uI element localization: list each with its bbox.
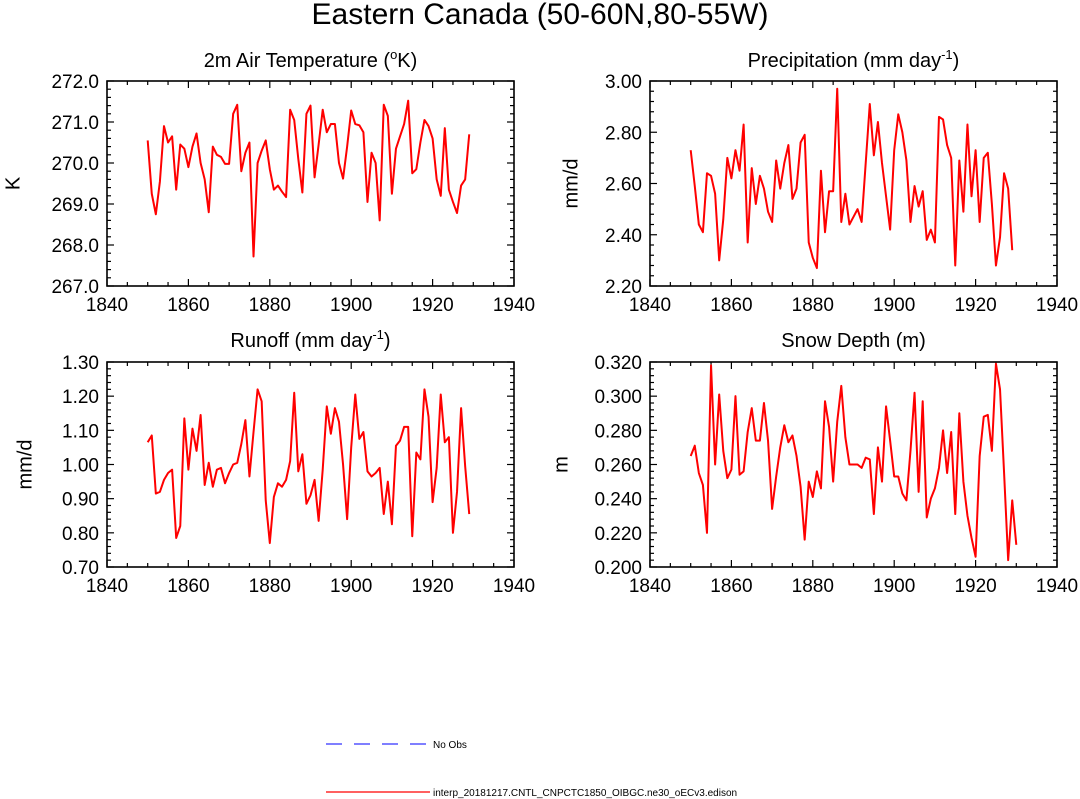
legend-model-label: interp_20181217.CNTL_CNPCTC1850_OIBGC.ne… (433, 788, 737, 799)
y-tick-label: 1.10 (62, 421, 99, 442)
x-tick-label: 1840 (86, 576, 128, 597)
y-tick-label: 267.0 (51, 277, 99, 298)
x-tick-label: 1920 (954, 295, 996, 316)
x-tick-label: 1940 (1036, 295, 1078, 316)
x-tick-label: 1880 (249, 576, 291, 597)
plot-frame (106, 361, 515, 568)
x-tick-label: 1940 (1036, 576, 1078, 597)
series-line (146, 99, 471, 258)
x-tick-label: 1840 (629, 576, 671, 597)
x-tick-label: 1920 (411, 295, 453, 316)
y-tick-label: 0.300 (594, 387, 642, 408)
x-tick-label: 1920 (411, 576, 453, 597)
chart-panel-2: Precipitation (mm day-1) mm/d 1840 1860 1880… (560, 47, 1078, 316)
y-tick-label: 268.0 (51, 236, 99, 257)
y-axis-label: m (550, 456, 572, 473)
y-tick-label: 0.240 (594, 490, 642, 511)
chart-panel-4: Snow Depth (m) m 1840 1860 1880 1900 1920 1940 0… (550, 330, 1078, 597)
chart-panels: 2m Air Temperature (oK) K 1840 1860 1880 1900… (2, 47, 1078, 597)
chart-panel-1: 2m Air Temperature (oK) K 1840 1860 1880 1900… (2, 47, 535, 316)
panel-title: Runoff (mm day-1) (230, 327, 390, 352)
y-tick-label: 3.00 (605, 72, 642, 93)
y-tick-label: 1.20 (62, 387, 99, 408)
x-tick-label: 1860 (710, 295, 752, 316)
x-tick-label: 1860 (167, 295, 209, 316)
y-tick-label: 1.30 (62, 353, 99, 374)
chart-panel-3: Runoff (mm day-1) mm/d 1840 1860 1880 1900 192… (14, 327, 535, 597)
figure-title: Eastern Canada (50-60N,80-55W) (312, 0, 769, 31)
y-tick-label: 2.40 (605, 226, 642, 247)
x-tick-label: 1880 (792, 295, 834, 316)
series-line (689, 87, 1014, 270)
x-tick-label: 1900 (330, 576, 372, 597)
y-tick-label: 1.00 (62, 456, 99, 477)
y-tick-label: 0.80 (62, 524, 99, 545)
y-tick-label: 0.90 (62, 490, 99, 511)
x-tick-label: 1900 (873, 576, 915, 597)
y-tick-label: 0.260 (594, 456, 642, 477)
panel-title: Snow Depth (m) (781, 330, 926, 352)
x-tick-label: 1940 (493, 576, 535, 597)
x-tick-label: 1840 (629, 295, 671, 316)
y-tick-label: 0.220 (594, 524, 642, 545)
y-tick-label: 2.20 (605, 277, 642, 298)
y-tick-label: 271.0 (51, 113, 99, 134)
y-tick-label: 272.0 (51, 72, 99, 93)
y-axis-label: mm/d (14, 440, 36, 490)
x-tick-label: 1880 (249, 295, 291, 316)
x-tick-label: 1840 (86, 295, 128, 316)
y-tick-label: 0.70 (62, 558, 99, 579)
x-tick-label: 1880 (792, 576, 834, 597)
y-tick-label: 270.0 (51, 154, 99, 175)
x-tick-label: 1860 (710, 576, 752, 597)
x-tick-label: 1860 (167, 576, 209, 597)
y-tick-label: 0.280 (594, 421, 642, 442)
y-tick-label: 269.0 (51, 195, 99, 216)
x-tick-label: 1920 (954, 576, 996, 597)
y-tick-label: 0.320 (594, 353, 642, 374)
legend-no-obs-label: No Obs (433, 740, 467, 751)
panel-title: Precipitation (mm day-1) (748, 47, 960, 72)
y-axis-label: K (2, 176, 24, 190)
x-tick-label: 1900 (330, 295, 372, 316)
y-tick-label: 2.80 (605, 123, 642, 144)
y-tick-label: 0.200 (594, 558, 642, 579)
y-tick-label: 2.60 (605, 175, 642, 196)
x-tick-label: 1900 (873, 295, 915, 316)
series-line (689, 362, 1018, 562)
series-line (146, 388, 471, 545)
legend: No Obs interp_20181217.CNTL_CNPCTC1850_O… (326, 740, 737, 799)
x-tick-label: 1940 (493, 295, 535, 316)
y-axis-label: mm/d (560, 159, 582, 209)
panel-title: 2m Air Temperature (oK) (204, 47, 418, 72)
